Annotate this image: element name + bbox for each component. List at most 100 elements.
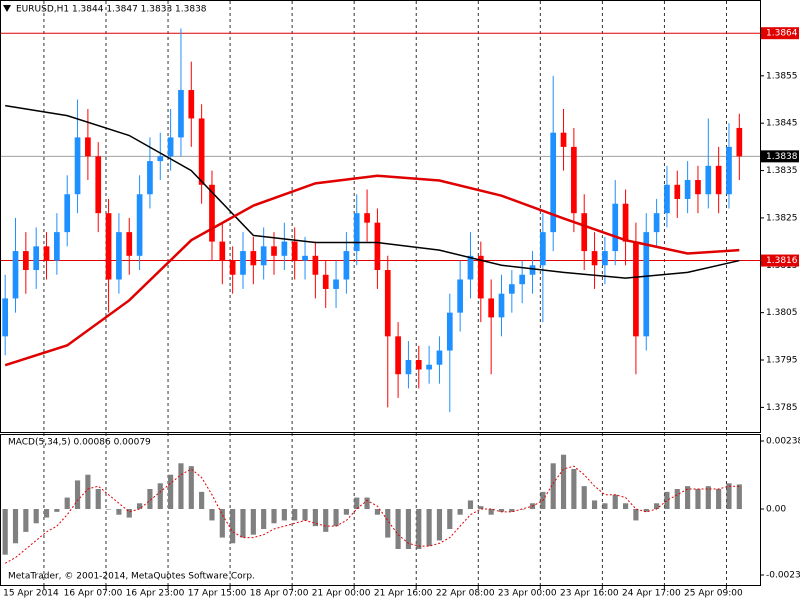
macd-bar <box>105 509 112 510</box>
candle-body <box>560 132 567 147</box>
candle-body <box>540 232 546 266</box>
candle-body <box>240 251 246 275</box>
x-tick-label: 18 Apr 07:00 <box>250 589 309 599</box>
macd-bar <box>250 509 256 535</box>
macd-bar <box>612 494 618 509</box>
candle-body <box>384 270 391 337</box>
candle-body <box>302 255 308 261</box>
macd-bar <box>33 509 39 524</box>
candle-body <box>477 255 484 299</box>
x-tick-label: 17 Apr 15:00 <box>188 589 247 599</box>
macd-bar <box>736 484 742 509</box>
candle-body <box>364 213 370 223</box>
macd-bar <box>498 509 505 512</box>
candle-body <box>726 146 732 195</box>
macd-bar <box>509 509 515 512</box>
macd-bar <box>74 480 81 509</box>
macd-bar <box>364 497 370 509</box>
copyright: MetaTrader, © 2001-2014, MetaQuotes Soft… <box>8 572 255 582</box>
chart-title: EURUSD,H1 1.3844 1.3847 1.3833 1.3838 <box>16 5 207 15</box>
macd-bar <box>302 509 308 521</box>
candle-body <box>43 246 50 261</box>
macd-bar <box>571 469 577 509</box>
candle-body <box>715 165 722 195</box>
macd-bar <box>157 483 163 509</box>
macd-bar <box>405 509 412 549</box>
candle-body <box>322 274 329 289</box>
macd-bar <box>2 509 8 555</box>
candle-body <box>508 284 515 294</box>
macd-bar <box>85 474 91 509</box>
candle-body <box>353 213 360 252</box>
macd-bar <box>271 509 277 524</box>
candle-body <box>95 156 102 214</box>
candle-body <box>291 241 298 261</box>
y-tick-label: 1.3795 <box>766 356 798 366</box>
candle-body <box>488 298 494 318</box>
candle-body <box>395 336 401 375</box>
axes-layer: 15 Apr 2014 16 Apr 07:00 16 Apr 23:00 17 Ap… <box>3 27 800 599</box>
y-tick-label: 0.00238 <box>766 437 800 447</box>
macd-bar <box>240 509 246 538</box>
macd-bar <box>312 509 318 527</box>
macd-bar <box>188 466 194 509</box>
moving-average <box>5 104 740 279</box>
macd-bar <box>95 489 101 509</box>
candle-body <box>85 137 91 157</box>
macd-bar <box>664 491 670 509</box>
price-layer <box>2 28 743 413</box>
y-tick-label: 1.3845 <box>766 119 798 129</box>
macd-bar <box>716 489 722 509</box>
macd-bar <box>654 503 660 509</box>
macd-bar <box>447 509 453 529</box>
candle-body <box>622 203 629 242</box>
macd-bar <box>219 509 225 538</box>
candle-body <box>209 184 215 242</box>
macd-layer <box>2 454 742 564</box>
macd-bar <box>23 509 29 532</box>
macd-bar <box>591 500 598 509</box>
candle-body <box>271 246 277 256</box>
candle-body <box>405 360 412 375</box>
price-tag-label: 1.3838 <box>766 152 798 162</box>
candle-body <box>674 184 681 199</box>
candle-body <box>2 298 9 337</box>
macd-title: MACD(5,34,5) 0.00086 0.00079 <box>8 438 151 448</box>
macd-bar <box>116 509 122 515</box>
candle-body <box>116 232 122 280</box>
macd-bar <box>12 509 19 544</box>
macd-bar <box>343 509 349 515</box>
moving-average <box>4 174 740 367</box>
candle-body <box>64 194 71 233</box>
macd-bar <box>726 483 732 509</box>
macd-bar <box>426 509 432 547</box>
macd-bar <box>178 463 184 509</box>
candle-body <box>612 203 619 252</box>
x-tick-label: 23 Apr 00:00 <box>498 589 557 599</box>
macd-bar <box>43 509 50 518</box>
macd-bar <box>385 509 391 538</box>
macd-bar <box>550 463 556 509</box>
candle-body <box>229 260 236 275</box>
candle-body <box>457 279 463 313</box>
macd-bar <box>261 509 267 529</box>
x-tick-label: 16 Apr 07:00 <box>64 589 123 599</box>
y-tick-label: 1.3855 <box>766 71 798 81</box>
candle-body <box>198 118 205 185</box>
candle-body <box>591 251 598 266</box>
candle-body <box>54 232 60 261</box>
price-panel <box>0 0 761 433</box>
candle-body <box>157 156 164 162</box>
candle-body <box>653 213 660 233</box>
candle-body <box>550 132 557 233</box>
macd-signal <box>4 465 740 564</box>
macd-bar <box>323 509 329 532</box>
macd-bar <box>602 503 608 509</box>
candle-body <box>33 246 40 271</box>
menu-triangle[interactable] <box>3 5 11 12</box>
candle-body <box>12 251 19 299</box>
y-tick-label: -0.00231 <box>766 571 800 581</box>
x-tick-label: 16 Apr 23:00 <box>126 589 185 599</box>
candle-body <box>23 251 29 271</box>
